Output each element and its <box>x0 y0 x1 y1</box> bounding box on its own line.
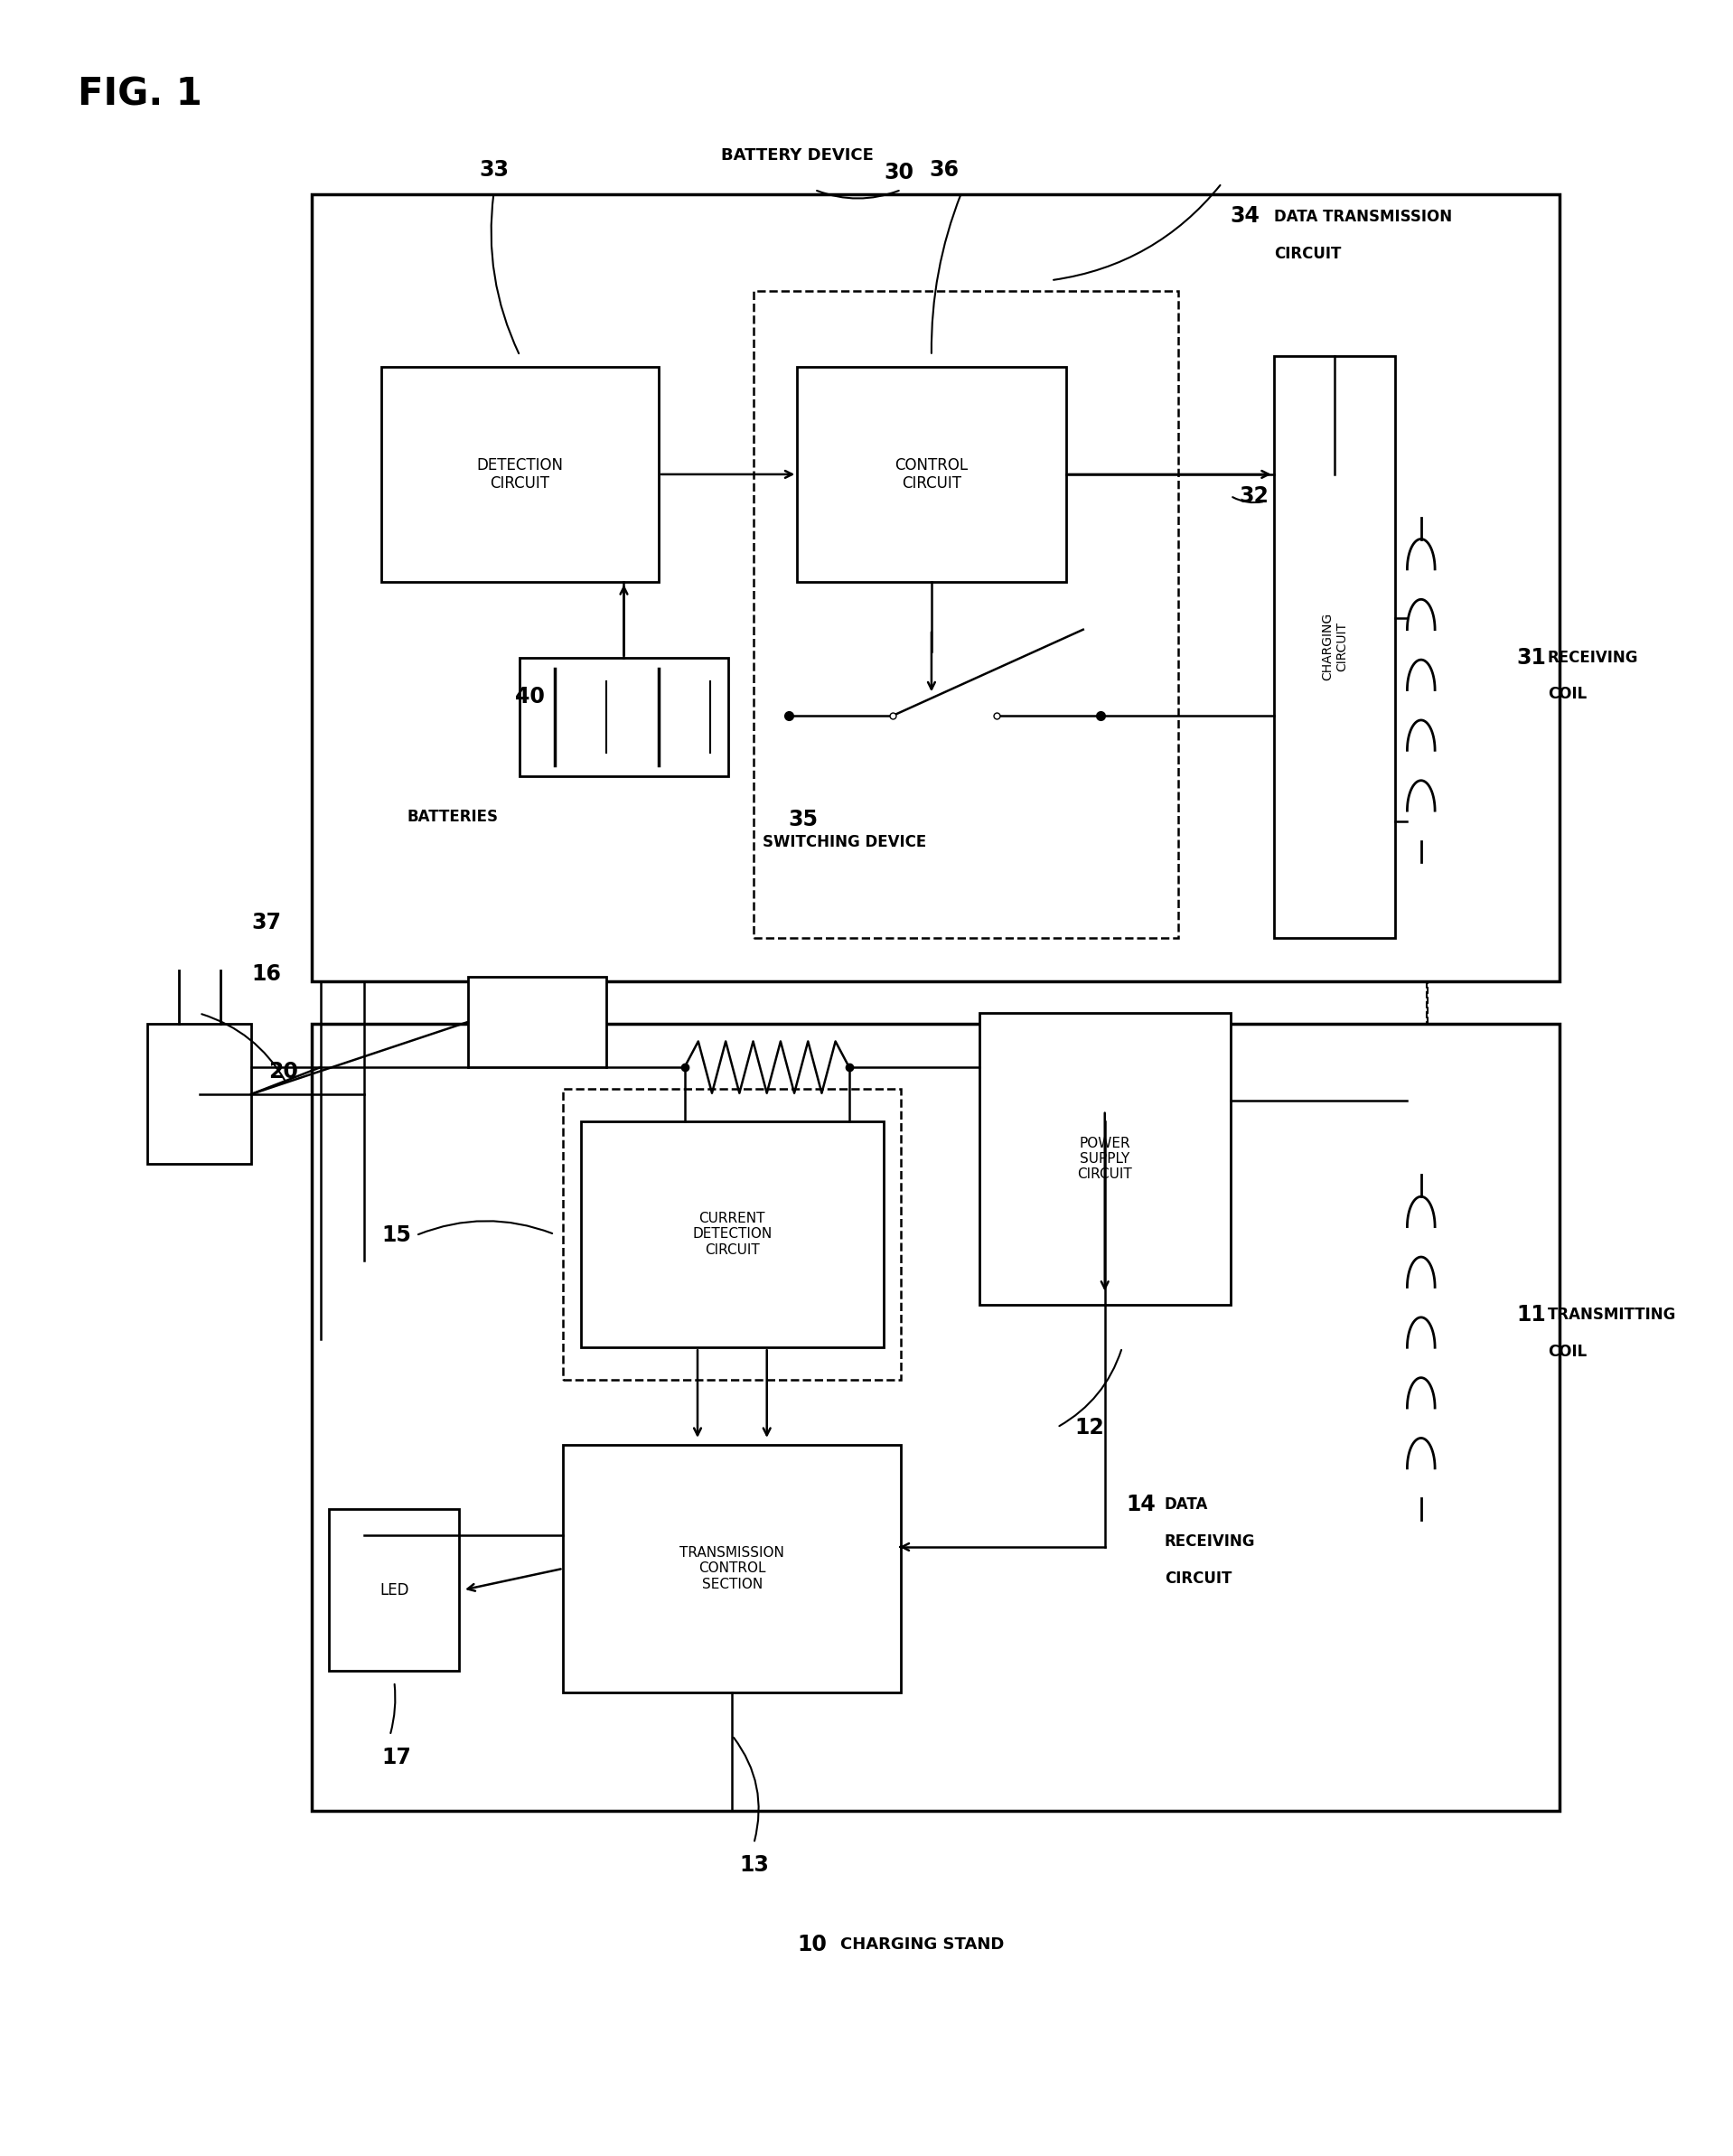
Text: 20: 20 <box>269 1061 298 1082</box>
Text: COIL: COIL <box>1548 686 1587 703</box>
Text: LED: LED <box>380 1583 409 1598</box>
Bar <box>1274 356 1395 938</box>
Text: RECEIVING: RECEIVING <box>1548 649 1638 666</box>
Bar <box>563 1445 901 1692</box>
Bar <box>468 977 607 1067</box>
Text: 17: 17 <box>381 1746 411 1768</box>
Bar <box>381 367 659 582</box>
Text: 11: 11 <box>1516 1304 1546 1326</box>
Text: 16: 16 <box>251 964 281 985</box>
Bar <box>312 1024 1560 1811</box>
Text: 36: 36 <box>929 160 960 181</box>
Text: 10: 10 <box>797 1934 827 1955</box>
Text: DETECTION
CIRCUIT: DETECTION CIRCUIT <box>477 457 563 492</box>
Text: 14: 14 <box>1126 1494 1156 1516</box>
Text: 15: 15 <box>381 1225 411 1246</box>
Text: SWITCHING DEVICE: SWITCHING DEVICE <box>763 834 925 852</box>
Text: CHARGING
CIRCUIT: CHARGING CIRCUIT <box>1321 612 1348 681</box>
Text: CHARGING STAND: CHARGING STAND <box>841 1936 1005 1953</box>
Text: CIRCUIT: CIRCUIT <box>1165 1570 1232 1587</box>
Text: 34: 34 <box>1230 205 1260 226</box>
Bar <box>329 1509 459 1671</box>
Text: BATTERY DEVICE: BATTERY DEVICE <box>721 147 873 164</box>
Bar <box>147 1024 251 1164</box>
Text: 33: 33 <box>478 160 510 181</box>
Text: 12: 12 <box>1074 1416 1104 1438</box>
Text: FIG. 1: FIG. 1 <box>78 75 203 114</box>
Text: RECEIVING: RECEIVING <box>1165 1533 1255 1550</box>
Text: CIRCUIT: CIRCUIT <box>1274 246 1341 263</box>
Text: COIL: COIL <box>1548 1343 1587 1360</box>
Bar <box>754 291 1178 938</box>
Text: CONTROL
CIRCUIT: CONTROL CIRCUIT <box>894 457 969 492</box>
Bar <box>581 1121 884 1348</box>
Text: 13: 13 <box>738 1854 769 1876</box>
Text: 35: 35 <box>789 808 818 830</box>
Text: CURRENT
DETECTION
CIRCUIT: CURRENT DETECTION CIRCUIT <box>691 1212 773 1257</box>
Text: 30: 30 <box>884 162 913 183</box>
Bar <box>979 1013 1230 1304</box>
Text: 37: 37 <box>251 912 281 934</box>
Text: TRANSMISSION
CONTROL
SECTION: TRANSMISSION CONTROL SECTION <box>679 1546 785 1591</box>
Bar <box>520 658 728 776</box>
Bar <box>797 367 1066 582</box>
Text: DATA TRANSMISSION: DATA TRANSMISSION <box>1274 209 1452 226</box>
Text: BATTERIES: BATTERIES <box>407 808 499 826</box>
Bar <box>563 1089 901 1380</box>
Bar <box>312 194 1560 981</box>
Text: 31: 31 <box>1516 647 1546 668</box>
Text: 40: 40 <box>515 686 544 707</box>
Text: POWER
SUPPLY
CIRCUIT: POWER SUPPLY CIRCUIT <box>1078 1136 1132 1181</box>
Text: DATA: DATA <box>1165 1496 1208 1514</box>
Text: TRANSMITTING: TRANSMITTING <box>1548 1307 1676 1324</box>
Text: 32: 32 <box>1239 485 1269 507</box>
